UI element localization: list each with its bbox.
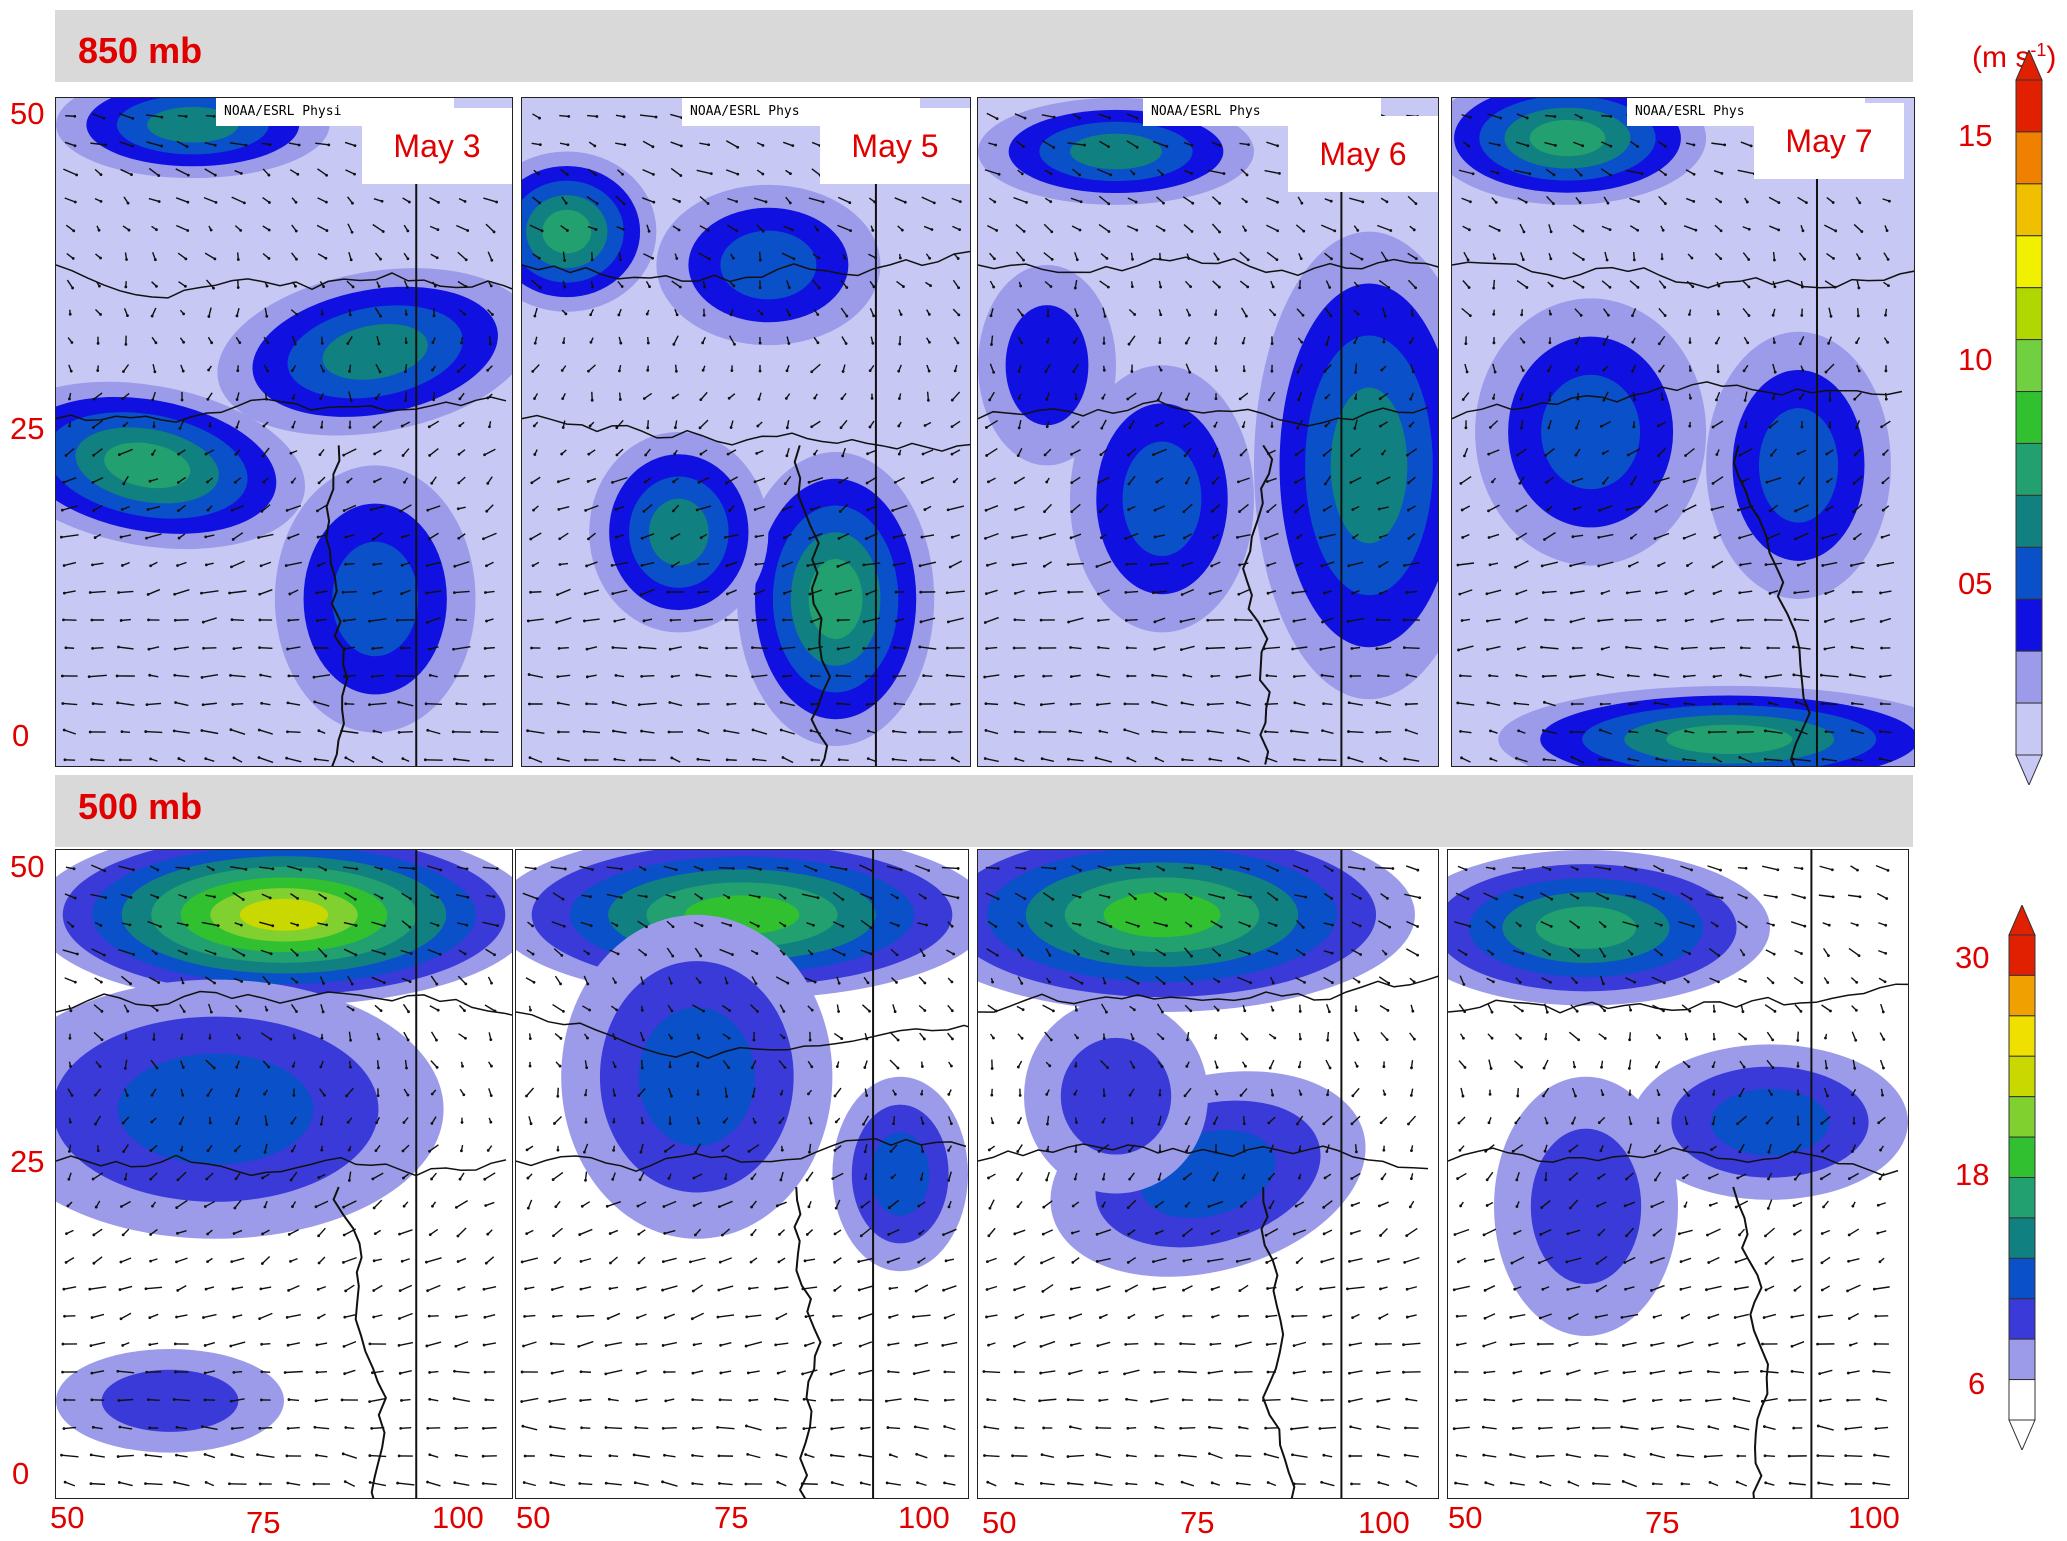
wind-speed-field xyxy=(1452,98,1914,766)
colorbar-tick-15: 15 xyxy=(1958,118,1992,154)
map-panel-850-may7: NOAA/ESRL Phys May 7 xyxy=(1451,97,1915,767)
lat-tick-0: 0 xyxy=(12,1456,29,1492)
map-panel-500-2 xyxy=(515,849,969,1499)
lon-tick-75: 75 xyxy=(246,1505,280,1541)
colorbar-tick-30: 30 xyxy=(1955,940,1989,976)
lon-tick-50: 50 xyxy=(982,1505,1016,1541)
map-panel-850-may6: NOAA/ESRL Phys May 6 xyxy=(977,97,1439,767)
wind-speed-field xyxy=(1448,850,1908,1498)
unit-close: ) xyxy=(2046,41,2056,74)
lat-tick-25: 25 xyxy=(10,411,44,447)
colorbar-tick-18: 18 xyxy=(1955,1157,1989,1193)
wind-speed-field xyxy=(56,850,512,1498)
colorbar-tick-10: 10 xyxy=(1958,342,1992,378)
lat-tick-50: 50 xyxy=(10,96,44,132)
level-label-850: 850 mb xyxy=(78,30,202,72)
map-panel-500-1 xyxy=(55,849,513,1499)
lon-tick-100: 100 xyxy=(1358,1505,1410,1541)
date-label: May 3 xyxy=(362,108,512,184)
date-label: May 5 xyxy=(820,108,970,184)
date-label: May 7 xyxy=(1754,103,1904,179)
colorbar-500 xyxy=(2005,905,2039,1450)
lon-tick-75: 75 xyxy=(1645,1505,1679,1541)
lat-tick-0: 0 xyxy=(12,718,29,754)
wind-speed-field xyxy=(56,98,512,766)
wind-speed-field xyxy=(522,98,970,766)
colorbar-850 xyxy=(2012,50,2046,785)
lon-tick-50: 50 xyxy=(516,1500,550,1536)
level-band-850 xyxy=(55,10,1913,82)
lon-tick-100: 100 xyxy=(432,1500,484,1536)
lon-tick-75: 75 xyxy=(714,1500,748,1536)
lon-tick-50: 50 xyxy=(1448,1500,1482,1536)
map-panel-850-may3: NOAA/ESRL Physi May 3 xyxy=(55,97,513,767)
map-panel-500-3 xyxy=(977,849,1439,1499)
colorbar-tick-6: 6 xyxy=(1968,1366,1985,1402)
map-panel-850-may5: NOAA/ESRL Phys May 5 xyxy=(521,97,971,767)
map-panel-500-4 xyxy=(1447,849,1909,1499)
lon-tick-100: 100 xyxy=(1848,1500,1900,1536)
wind-speed-field xyxy=(978,850,1438,1498)
date-label: May 6 xyxy=(1288,116,1438,192)
lon-tick-75: 75 xyxy=(1180,1505,1214,1541)
level-label-500: 500 mb xyxy=(78,786,202,828)
colorbar-tick-05: 05 xyxy=(1958,566,1992,602)
level-band-500 xyxy=(55,775,1913,847)
wind-speed-field xyxy=(516,850,968,1498)
lon-tick-100: 100 xyxy=(898,1500,950,1536)
lon-tick-50: 50 xyxy=(50,1500,84,1536)
wind-speed-field xyxy=(978,98,1438,766)
lat-tick-50: 50 xyxy=(10,849,44,885)
lat-tick-25: 25 xyxy=(10,1144,44,1180)
